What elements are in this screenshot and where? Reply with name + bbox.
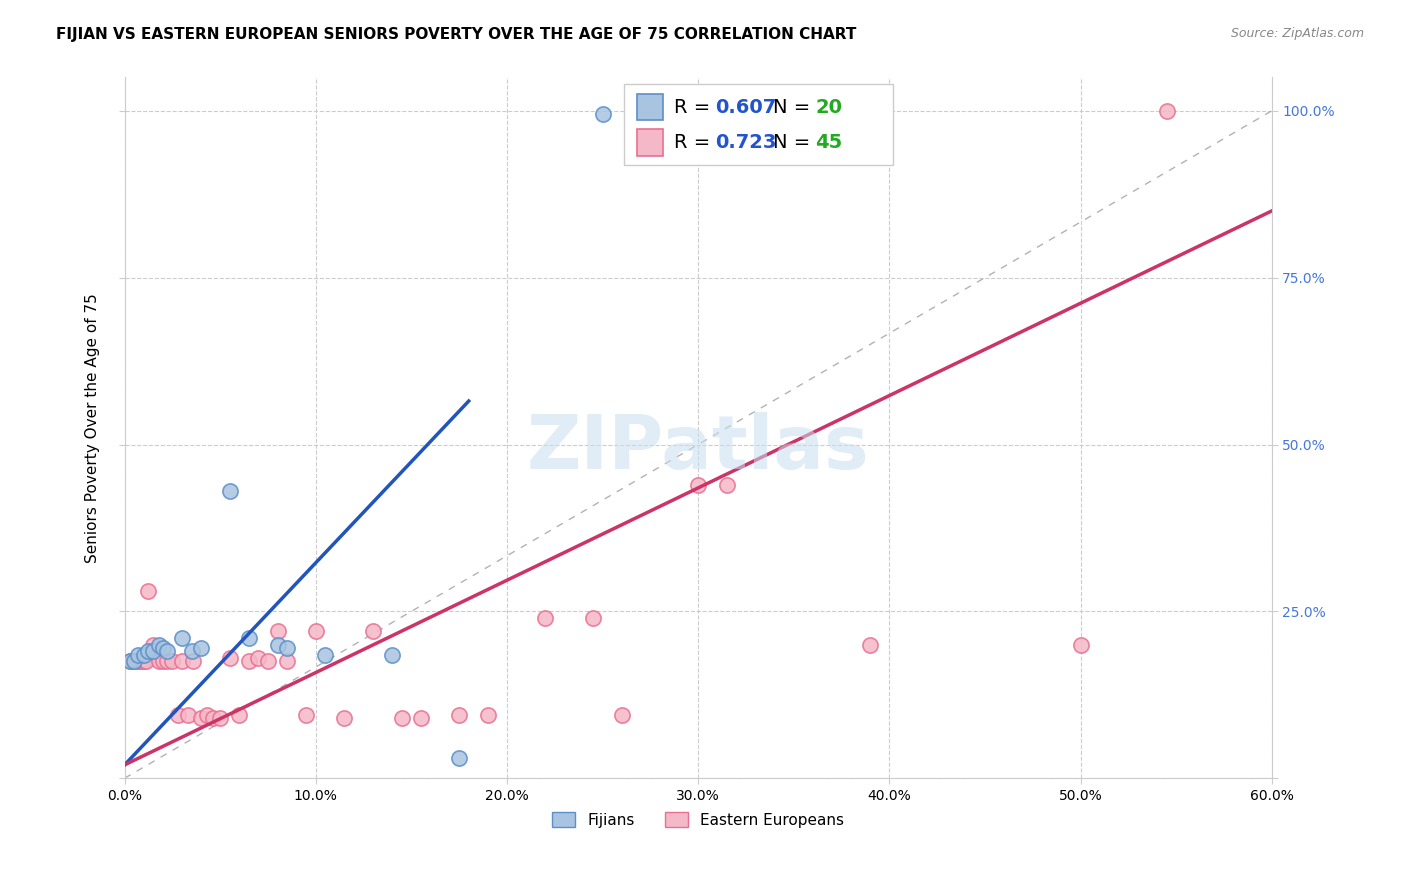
FancyBboxPatch shape bbox=[624, 85, 893, 165]
Point bbox=[295, 707, 318, 722]
Point bbox=[716, 477, 738, 491]
Point bbox=[477, 707, 499, 722]
Point bbox=[122, 655, 145, 669]
Point bbox=[449, 707, 471, 722]
Point bbox=[195, 707, 218, 722]
FancyBboxPatch shape bbox=[637, 129, 662, 156]
Point bbox=[1070, 638, 1092, 652]
Point bbox=[266, 638, 288, 652]
Point bbox=[610, 707, 633, 722]
Text: N =: N = bbox=[773, 97, 817, 117]
Point bbox=[582, 611, 605, 625]
Point bbox=[1156, 103, 1178, 118]
Point bbox=[257, 655, 280, 669]
Point bbox=[136, 644, 159, 658]
Point bbox=[122, 655, 145, 669]
Point bbox=[228, 707, 250, 722]
Point bbox=[314, 648, 336, 662]
Point bbox=[361, 624, 384, 639]
Point bbox=[132, 648, 155, 662]
Point bbox=[170, 655, 193, 669]
Point bbox=[152, 655, 174, 669]
Point bbox=[152, 641, 174, 656]
Text: R =: R = bbox=[673, 97, 717, 117]
Point bbox=[120, 655, 142, 669]
Point bbox=[162, 655, 184, 669]
Point bbox=[449, 751, 471, 765]
Text: 20: 20 bbox=[815, 97, 842, 117]
Point bbox=[156, 644, 179, 658]
Point bbox=[276, 641, 298, 656]
Point bbox=[135, 655, 157, 669]
Legend: Fijians, Eastern Europeans: Fijians, Eastern Europeans bbox=[546, 805, 851, 834]
Point bbox=[409, 711, 432, 725]
Point bbox=[120, 655, 142, 669]
Point bbox=[391, 711, 413, 725]
Point bbox=[142, 638, 165, 652]
Text: N =: N = bbox=[773, 133, 817, 152]
Point bbox=[127, 655, 149, 669]
Point bbox=[167, 707, 190, 722]
Point bbox=[180, 644, 202, 658]
Point bbox=[381, 648, 404, 662]
Point bbox=[190, 711, 212, 725]
Point bbox=[238, 631, 260, 645]
Text: 0.723: 0.723 bbox=[716, 133, 776, 152]
Point bbox=[127, 648, 149, 662]
Y-axis label: Seniors Poverty Over the Age of 75: Seniors Poverty Over the Age of 75 bbox=[86, 293, 100, 563]
Text: ZIPatlas: ZIPatlas bbox=[527, 412, 869, 485]
Point bbox=[238, 655, 260, 669]
Point bbox=[201, 711, 224, 725]
Point bbox=[305, 624, 328, 639]
Point bbox=[170, 631, 193, 645]
Point bbox=[266, 624, 288, 639]
Text: Source: ZipAtlas.com: Source: ZipAtlas.com bbox=[1230, 27, 1364, 40]
Point bbox=[129, 655, 152, 669]
Point bbox=[156, 655, 179, 669]
Point bbox=[148, 655, 170, 669]
Point bbox=[276, 655, 298, 669]
Point bbox=[176, 707, 198, 722]
Point bbox=[333, 711, 356, 725]
Point bbox=[209, 711, 232, 725]
Point bbox=[132, 655, 155, 669]
Point bbox=[534, 611, 557, 625]
Point bbox=[859, 638, 882, 652]
Point bbox=[125, 655, 148, 669]
Text: R =: R = bbox=[673, 133, 717, 152]
FancyBboxPatch shape bbox=[637, 94, 662, 120]
Point bbox=[142, 644, 165, 658]
Point bbox=[592, 107, 614, 121]
Point bbox=[183, 655, 205, 669]
Text: FIJIAN VS EASTERN EUROPEAN SENIORS POVERTY OVER THE AGE OF 75 CORRELATION CHART: FIJIAN VS EASTERN EUROPEAN SENIORS POVER… bbox=[56, 27, 856, 42]
Point bbox=[247, 651, 270, 665]
Point bbox=[131, 655, 153, 669]
Point bbox=[148, 638, 170, 652]
Point bbox=[136, 584, 159, 599]
Point bbox=[688, 477, 710, 491]
Point bbox=[218, 651, 240, 665]
Text: 0.607: 0.607 bbox=[716, 97, 776, 117]
Point bbox=[190, 641, 212, 656]
Text: 45: 45 bbox=[815, 133, 842, 152]
Point bbox=[218, 484, 240, 499]
